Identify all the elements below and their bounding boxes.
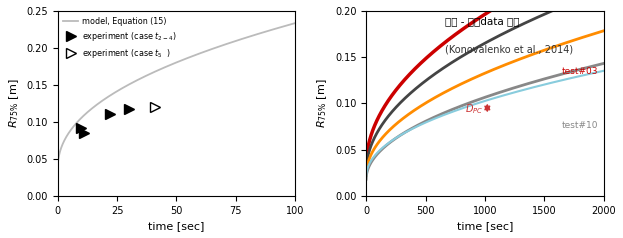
model, Equation (15) bbox=[159, 67, 166, 70]
model, Equation (15) bbox=[150, 71, 158, 74]
X-axis label: time [sec]: time [sec] bbox=[457, 221, 513, 231]
Y-axis label: $R_{75\%}$ [m]: $R_{75\%}$ [m] bbox=[7, 79, 21, 128]
Text: (Konovalenko et al., 2014): (Konovalenko et al., 2014) bbox=[445, 44, 573, 54]
Text: 모델 - 실험data 비교: 모델 - 실험data 비교 bbox=[445, 16, 519, 26]
X-axis label: time [sec]: time [sec] bbox=[148, 221, 204, 231]
experiment (case $t_{2-4}$) bbox=[106, 113, 113, 116]
Text: test#03: test#03 bbox=[562, 67, 599, 76]
experiment (case $t_{2-4}$) bbox=[78, 126, 85, 129]
experiment (case $t_{2-4}$) bbox=[80, 132, 88, 134]
model, Equation (15) bbox=[78, 116, 86, 119]
model, Equation (15) bbox=[239, 37, 247, 40]
experiment (case $t_{2-4}$) bbox=[125, 107, 133, 110]
Text: test#10: test#10 bbox=[562, 121, 599, 130]
Text: $D_{PC}$: $D_{PC}$ bbox=[465, 102, 483, 116]
Line: experiment (case $t_{2-4}$): experiment (case $t_{2-4}$) bbox=[77, 104, 134, 138]
model, Equation (15) bbox=[54, 162, 62, 165]
Y-axis label: $R_{75\%}$ [m]: $R_{75\%}$ [m] bbox=[316, 79, 330, 128]
Line: model, Equation (15): model, Equation (15) bbox=[58, 23, 295, 163]
model, Equation (15) bbox=[244, 36, 251, 39]
Legend: model, Equation (15), experiment (case $t_{2-4}$), experiment (case $t_5$  ): model, Equation (15), experiment (case $… bbox=[62, 15, 178, 61]
model, Equation (15) bbox=[292, 22, 299, 25]
model, Equation (15) bbox=[217, 45, 225, 47]
